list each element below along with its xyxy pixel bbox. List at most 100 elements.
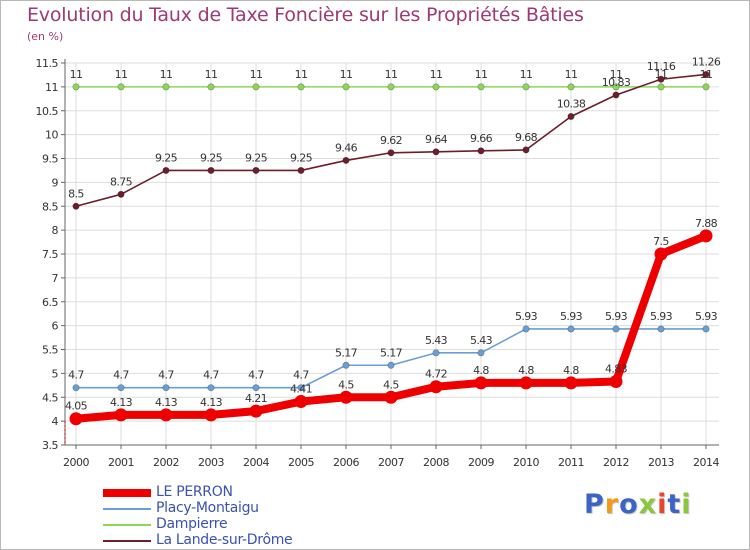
data-label-le-perron: 4.13	[200, 396, 223, 409]
x-tick-label: 2012	[603, 456, 629, 469]
data-point-la-lande-sur-drome	[522, 146, 530, 154]
data-point-la-lande-sur-drome	[567, 112, 575, 120]
data-point-dampierre	[612, 83, 620, 91]
data-label-le-perron: 7.5	[653, 235, 669, 248]
logo-letter: x	[638, 489, 658, 520]
data-point-la-lande-sur-drome	[297, 166, 305, 174]
data-label-la-lande-sur-drome: 9.62	[380, 134, 402, 147]
data-point-la-lande-sur-drome	[612, 91, 620, 99]
data-point-dampierre	[567, 83, 575, 91]
legend-label-la-lande-sur-drome: La Lande-sur-Drôme	[156, 532, 293, 548]
data-label-la-lande-sur-drome: 9.25	[245, 151, 268, 164]
data-point-dampierre	[477, 83, 485, 91]
legend-label-placy-montaigu: Placy-Montaigu	[156, 500, 259, 516]
x-tick-label: 2001	[108, 456, 134, 469]
data-point-la-lande-sur-drome	[252, 166, 260, 174]
data-label-la-lande-sur-drome: 11.16	[647, 60, 676, 73]
data-point-placy-montaigu	[612, 325, 620, 333]
y-tick-label: 10.5	[36, 105, 59, 118]
y-tick-label: 7.5	[42, 248, 58, 261]
data-point-la-lande-sur-drome	[72, 202, 80, 210]
data-point-placy-montaigu	[477, 349, 485, 357]
data-label-dampierre: 11	[250, 68, 263, 81]
data-label-le-perron: 4.41	[290, 383, 312, 396]
data-label-placy-montaigu: 5.93	[650, 310, 673, 323]
data-point-la-lande-sur-drome	[477, 147, 485, 155]
data-label-le-perron: 4.72	[425, 368, 447, 381]
data-point-placy-montaigu	[252, 384, 260, 392]
legend-swatch-la-lande-sur-drome	[103, 540, 151, 542]
data-label-placy-montaigu: 4.7	[203, 369, 219, 382]
legend-swatch-placy-montaigu	[103, 508, 151, 510]
data-point-dampierre	[72, 83, 80, 91]
data-point-placy-montaigu	[162, 384, 170, 392]
y-tick-label: 5	[52, 367, 59, 380]
legend-label-le-perron: LE PERRON	[156, 484, 233, 500]
data-label-dampierre: 11	[520, 68, 533, 81]
data-label-placy-montaigu: 5.17	[380, 346, 403, 359]
y-tick-label: 11.5	[36, 57, 59, 70]
data-label-dampierre: 11	[700, 68, 713, 81]
data-point-le-perron	[564, 376, 578, 390]
data-point-la-lande-sur-drome	[117, 190, 125, 198]
data-label-placy-montaigu: 4.7	[248, 369, 264, 382]
y-tick-label: 3.5	[42, 439, 58, 452]
data-point-dampierre	[657, 83, 665, 91]
data-label-placy-montaigu: 5.93	[695, 310, 718, 323]
data-point-placy-montaigu	[207, 384, 215, 392]
data-point-placy-montaigu	[702, 325, 710, 333]
x-tick-label: 2011	[558, 456, 584, 469]
data-label-le-perron: 4.8	[563, 364, 579, 377]
series-le-perron	[69, 229, 713, 426]
data-label-dampierre: 11	[340, 68, 353, 81]
data-label-la-lande-sur-drome: 9.25	[290, 151, 313, 164]
data-label-placy-montaigu: 4.7	[68, 369, 84, 382]
data-label-dampierre: 11	[385, 68, 398, 81]
data-label-le-perron: 4.83	[605, 362, 628, 375]
legend-swatch-dampierre	[103, 524, 151, 526]
data-label-la-lande-sur-drome: 10.38	[557, 97, 586, 110]
data-label-placy-montaigu: 5.93	[515, 310, 538, 323]
axes: 3.5 4 4.5 5 5.5 6 6.5 7 7.5 8 8.5 9 9.5 10 10.5 11 11.5 2…	[36, 57, 720, 469]
data-label-dampierre: 11	[70, 68, 83, 81]
data-point-dampierre	[342, 83, 350, 91]
chart-title: Evolution du Taux de Taxe Foncière sur l…	[27, 4, 584, 26]
x-tick-label: 2008	[423, 456, 449, 469]
x-tick-label: 2010	[513, 456, 539, 469]
data-point-la-lande-sur-drome	[702, 70, 710, 78]
y-axis-unit-label: (en %)	[27, 30, 64, 43]
grid-lines	[65, 62, 719, 446]
data-point-dampierre	[702, 83, 710, 91]
data-point-le-perron	[699, 229, 713, 243]
data-label-la-lande-sur-drome: 9.68	[515, 131, 538, 144]
x-tick-label: 2000	[63, 456, 89, 469]
series-lines	[69, 70, 713, 426]
data-label-le-perron: 4.21	[245, 392, 267, 405]
series-dampierre	[72, 83, 710, 91]
data-point-le-perron	[519, 376, 533, 390]
data-label-la-lande-sur-drome: 9.66	[470, 132, 493, 145]
data-label-placy-montaigu: 5.43	[425, 334, 448, 347]
data-point-placy-montaigu	[297, 384, 305, 392]
data-point-le-perron	[204, 408, 218, 422]
data-point-la-lande-sur-drome	[162, 166, 170, 174]
data-point-la-lande-sur-drome	[387, 149, 395, 157]
data-label-dampierre: 11	[610, 68, 623, 81]
logo-letter: P	[584, 489, 605, 520]
data-label-placy-montaigu: 5.17	[335, 346, 358, 359]
x-tick-label: 2005	[288, 456, 314, 469]
data-label-le-perron: 4.5	[383, 378, 399, 391]
y-tick-label: 8.5	[42, 200, 58, 213]
data-point-placy-montaigu	[342, 361, 350, 369]
data-point-le-perron	[249, 404, 263, 418]
data-label-la-lande-sur-drome: 11.26	[692, 55, 721, 68]
series-la-lande-sur-drome	[72, 70, 710, 210]
data-label-dampierre: 11	[475, 68, 488, 81]
proxiti-logo: Proxiti	[584, 489, 692, 520]
logo-letter: i	[681, 489, 692, 520]
y-tick-label: 6.5	[42, 296, 58, 309]
data-label-dampierre: 11	[160, 68, 173, 81]
data-point-la-lande-sur-drome	[342, 156, 350, 164]
data-point-placy-montaigu	[567, 325, 575, 333]
data-point-le-perron	[69, 412, 83, 426]
